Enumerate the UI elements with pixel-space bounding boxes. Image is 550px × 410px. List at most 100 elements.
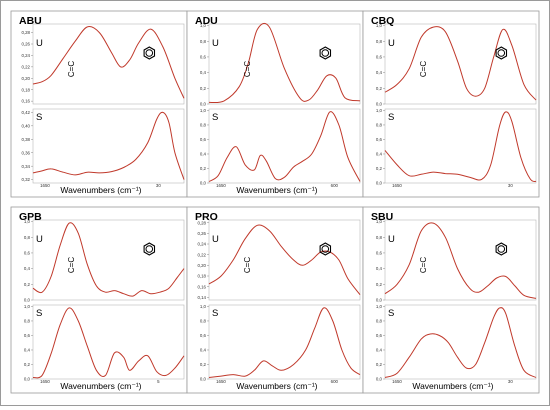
y-tick-label: 0,22	[197, 252, 206, 257]
y-tick-label: 0,0	[200, 181, 207, 186]
y-tick-label: 0,6	[376, 137, 383, 142]
panel-label: S	[36, 308, 42, 319]
y-tick-label: 0,4	[200, 70, 207, 75]
bond-label: C=C	[243, 61, 252, 77]
y-tick-label: 0,26	[21, 42, 30, 47]
x-axis-label: Wavenumbers (cm⁻¹)	[236, 185, 317, 195]
bond-label: C=C	[67, 257, 76, 273]
bond-label: C=C	[67, 61, 76, 77]
y-tick-label: 0,0	[376, 377, 383, 382]
chart-title: ADU	[195, 15, 218, 27]
chart-sbu: 0,00,20,40,60,81,0U0,00,20,40,60,81,0SSB…	[363, 207, 539, 393]
y-tick-label: 0,6	[200, 55, 207, 60]
x-tick-label: 1650	[392, 183, 402, 188]
y-tick-label: 1,0	[376, 108, 383, 113]
y-tick-label: 0,4	[376, 70, 383, 75]
y-tick-label: 0,4	[376, 348, 383, 353]
y-tick-label: 0,6	[376, 333, 383, 338]
y-tick-label: 0,18	[197, 274, 206, 279]
bond-label: C=C	[419, 257, 428, 273]
y-tick-label: 0,16	[21, 99, 30, 104]
y-tick-label: 0,4	[200, 348, 207, 353]
x-tick-label: 1650	[40, 379, 50, 384]
panel-label: S	[388, 112, 394, 123]
panel-label: U	[212, 38, 219, 49]
bond-label: C=C	[243, 257, 252, 273]
x-tick-label: 1650	[40, 183, 50, 188]
chart-title: ABU	[19, 15, 42, 27]
x-axis-label: Wavenumbers (cm⁻¹)	[60, 381, 141, 391]
y-tick-label: 0,2	[24, 282, 31, 287]
y-tick-label: 0,24	[21, 53, 30, 58]
chart-title: SBU	[371, 211, 393, 223]
y-tick-label: 0,0	[376, 181, 383, 186]
panel-label: U	[36, 234, 43, 245]
x-axis-label: Wavenumbers (cm⁻¹)	[236, 381, 317, 391]
y-tick-label: 0,6	[376, 55, 383, 60]
chart-adu: 0,00,20,40,60,81,0U0,00,20,40,60,81,0SAD…	[187, 11, 363, 197]
chart-title: PRO	[195, 211, 218, 223]
y-tick-label: 0,2	[376, 362, 383, 367]
y-tick-label: 0,8	[376, 123, 383, 128]
x-tick-label: 30	[508, 183, 513, 188]
x-tick-label: 1650	[392, 379, 402, 384]
x-tick-label: 600	[331, 183, 339, 188]
chart-abu: 0,160,180,200,220,240,260,28U0,320,340,3…	[11, 11, 187, 197]
y-tick-label: 0,6	[24, 251, 31, 256]
y-tick-label: 0,4	[200, 152, 207, 157]
chart-pro: 0,140,160,180,200,220,240,260,28U0,00,20…	[187, 207, 363, 393]
y-tick-label: 0,4	[24, 266, 31, 271]
y-tick-label: 1,0	[24, 304, 31, 309]
y-tick-label: 0,0	[376, 102, 383, 107]
y-tick-label: 0,8	[200, 123, 207, 128]
y-tick-label: 0,2	[24, 362, 31, 367]
y-tick-label: 0,20	[197, 263, 206, 268]
x-axis-label: Wavenumbers (cm⁻¹)	[412, 381, 493, 391]
y-tick-label: 0,34	[21, 164, 30, 169]
y-tick-label: 0,4	[376, 266, 383, 271]
y-tick-label: 0,8	[200, 39, 207, 44]
y-tick-label: 0,4	[376, 152, 383, 157]
y-tick-label: 0,6	[200, 137, 207, 142]
y-tick-label: 0,8	[376, 235, 383, 240]
panel-label: S	[36, 112, 42, 123]
y-tick-label: 0,32	[21, 177, 30, 182]
y-tick-label: 0,0	[24, 298, 31, 303]
panel-label: U	[212, 234, 219, 245]
y-tick-label: 0,4	[24, 348, 31, 353]
chart-gpb: 0,00,20,40,60,81,0U0,00,20,40,60,81,0SGP…	[11, 207, 187, 393]
y-tick-label: 0,0	[200, 102, 207, 107]
y-tick-label: 0,24	[197, 242, 206, 247]
y-tick-label: 0,8	[24, 319, 31, 324]
chart-cbq: 0,00,20,40,60,81,0U0,00,20,40,60,81,0SCB…	[363, 11, 539, 197]
y-tick-label: 0,8	[376, 319, 383, 324]
panel-label: U	[36, 38, 43, 49]
y-tick-label: 0,8	[200, 319, 207, 324]
y-tick-label: 0,22	[21, 64, 30, 69]
y-tick-label: 0,2	[376, 86, 383, 91]
x-tick-label: 30	[508, 379, 513, 384]
chart-title: GPB	[19, 211, 42, 223]
y-tick-label: 0,8	[24, 235, 31, 240]
y-tick-label: 0,2	[376, 166, 383, 171]
y-tick-label: 0,0	[200, 377, 207, 382]
y-tick-label: 0,2	[200, 86, 207, 91]
y-tick-label: 0,26	[197, 231, 206, 236]
panel-label: S	[388, 308, 394, 319]
panel-label: U	[388, 234, 395, 245]
x-tick-label: 30	[156, 183, 161, 188]
y-tick-label: 0,38	[21, 137, 30, 142]
x-tick-label: 1650	[216, 183, 226, 188]
y-tick-label: 0,6	[376, 251, 383, 256]
y-tick-label: 0,2	[200, 362, 207, 367]
y-tick-label: 0,14	[197, 295, 206, 300]
y-tick-label: 0,0	[376, 298, 383, 303]
x-axis-label: Wavenumbers (cm⁻¹)	[60, 185, 141, 195]
y-tick-label: 0,18	[21, 87, 30, 92]
y-tick-label: 0,28	[21, 30, 30, 35]
y-tick-label: 0,2	[200, 166, 207, 171]
y-tick-label: 1,0	[200, 108, 207, 113]
y-tick-label: 0,16	[197, 284, 206, 289]
y-tick-label: 0,6	[24, 333, 31, 338]
